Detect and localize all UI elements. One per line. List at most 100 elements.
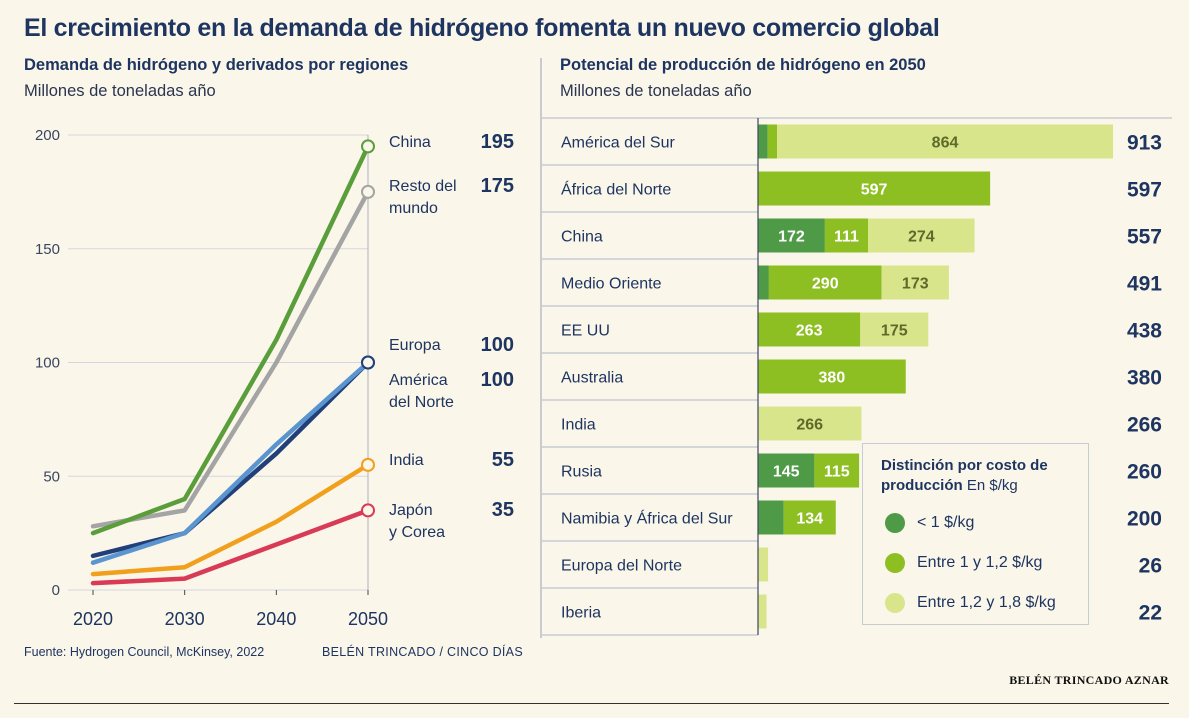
bar-segment-label: 145 — [773, 464, 800, 481]
series-end-marker — [361, 355, 375, 370]
series-label: Japón — [389, 502, 433, 519]
byline: BELÉN TRINCADO AZNAR — [1009, 673, 1169, 687]
series-end-value: 55 — [492, 449, 514, 471]
bar-segment — [783, 500, 836, 535]
bar-segment-label: 175 — [881, 323, 908, 340]
total-value: 22 — [1139, 602, 1162, 625]
legend-item-1-2-to-1-8: Entre 1,2 y 1,8 $/kg — [885, 591, 1056, 615]
legend-label: < 1 $/kg — [917, 514, 975, 531]
legend-item-1-to-1-2: Entre 1 y 1,2 $/kg — [885, 551, 1042, 575]
category-label: Iberia — [561, 605, 601, 622]
bar-segment — [758, 547, 769, 582]
series-label: Europa — [389, 337, 441, 354]
category-label: China — [561, 229, 603, 246]
bar-segment-label: 864 — [932, 135, 959, 152]
series-end-value: 100 — [481, 369, 514, 391]
bar-segment-label: 115 — [824, 464, 850, 481]
legend-title-bold: Distinción por costo de producción — [881, 457, 1048, 494]
bar-segment — [758, 453, 815, 488]
bar-segment-label: 274 — [908, 229, 935, 246]
category-label: América del Sur — [561, 135, 675, 152]
series-line — [90, 360, 371, 565]
bar-segment-label: 111 — [834, 229, 859, 246]
x-tick-label: 2020 — [73, 609, 113, 629]
legend-swatch — [885, 593, 905, 613]
bar-segment-label: 380 — [819, 370, 846, 387]
category-label: África del Norte — [561, 180, 671, 199]
credit-note: BELÉN TRINCADO / CINCO DÍAS — [322, 645, 523, 659]
series-line — [90, 360, 371, 559]
bar-segment — [758, 500, 784, 535]
x-tick-label: 2030 — [165, 609, 205, 629]
total-value: 26 — [1139, 555, 1162, 578]
category-label: India — [561, 417, 596, 434]
bar-segment-label: 134 — [796, 511, 823, 528]
right-chart-subtitle: Potencial de producción de hidrógeno en … — [560, 56, 926, 74]
bar-segment — [777, 124, 1113, 159]
bar-segment — [758, 359, 906, 394]
category-label: Rusia — [561, 464, 602, 481]
total-value: 260 — [1127, 461, 1162, 484]
total-value: 491 — [1127, 273, 1162, 296]
legend-title-units: En $/kg — [966, 477, 1018, 494]
bar-segment-label: 266 — [796, 417, 823, 434]
cost-legend: Distinción por costo de producción En $/… — [862, 443, 1089, 625]
series-label: mundo — [389, 200, 438, 217]
series-end-marker — [361, 457, 375, 472]
series-end-value: 175 — [481, 175, 514, 197]
left-chart-subtitle: Demanda de hidrógeno y derivados por reg… — [24, 56, 409, 74]
series-label: China — [389, 134, 431, 151]
bar-segment — [758, 124, 768, 159]
category-label: Namibia y África del Sur — [561, 509, 733, 528]
legend-label: Entre 1 y 1,2 $/kg — [917, 554, 1043, 571]
bar-segment-label: 597 — [861, 182, 888, 199]
legend-item-under-1: < 1 $/kg — [885, 511, 974, 535]
series-label: América — [389, 372, 448, 389]
category-label: EE UU — [561, 323, 610, 340]
series-label: del Norte — [389, 394, 454, 411]
total-value: 597 — [1127, 179, 1162, 202]
bar-segment-label: 172 — [778, 229, 805, 246]
total-value: 380 — [1127, 367, 1162, 390]
legend-swatch — [885, 513, 905, 533]
series-end-marker — [361, 139, 375, 154]
series-end-marker — [361, 184, 375, 199]
source-note: Fuente: Hydrogen Council, McKinsey, 2022 — [24, 645, 265, 659]
x-tick-label: 2050 — [348, 609, 388, 629]
chart-title: El crecimiento en la demanda de hidrógen… — [24, 14, 940, 42]
bar-segment — [758, 594, 767, 629]
bar-segment-label: 263 — [796, 323, 823, 340]
series-end-value: 195 — [481, 131, 514, 153]
bar-chart: América del Sur 864 913 África del Norte 597… — [541, 117, 1172, 636]
y-tick-label: 0 — [52, 582, 60, 599]
panel-divider — [540, 58, 542, 638]
legend-swatch — [885, 553, 905, 573]
series-end-value: 100 — [481, 334, 514, 356]
bar-segment — [758, 265, 769, 300]
x-tick-label: 2040 — [256, 609, 296, 629]
bar-segment — [767, 124, 778, 159]
total-value: 438 — [1127, 320, 1162, 343]
bar-segment — [814, 453, 860, 488]
bar-segment — [758, 312, 861, 347]
series-label: y Corea — [389, 524, 445, 541]
y-tick-label: 100 — [35, 355, 60, 372]
y-tick-label: 150 — [35, 241, 60, 258]
bar-segment — [868, 218, 975, 253]
series-line — [90, 144, 371, 536]
right-chart-units: Millones de toneladas año — [560, 82, 752, 100]
series-line — [90, 462, 371, 577]
category-label: Europa del Norte — [561, 558, 682, 575]
line-chart: 0 50 100 150 200 2020 2030 2040 2050 China 195 Rest… — [35, 127, 514, 629]
legend-label: Entre 1,2 y 1,8 $/kg — [917, 594, 1056, 611]
total-value: 557 — [1127, 226, 1162, 249]
bar-segment-label: 290 — [812, 276, 839, 293]
series-end-value: 35 — [492, 499, 514, 521]
bar-segment — [758, 406, 862, 441]
left-chart-units: Millones de toneladas año — [24, 82, 216, 100]
category-label: Medio Oriente — [561, 276, 662, 293]
y-tick-label: 50 — [43, 468, 60, 485]
bottom-rule — [14, 703, 1169, 704]
y-tick-label: 200 — [35, 127, 60, 144]
